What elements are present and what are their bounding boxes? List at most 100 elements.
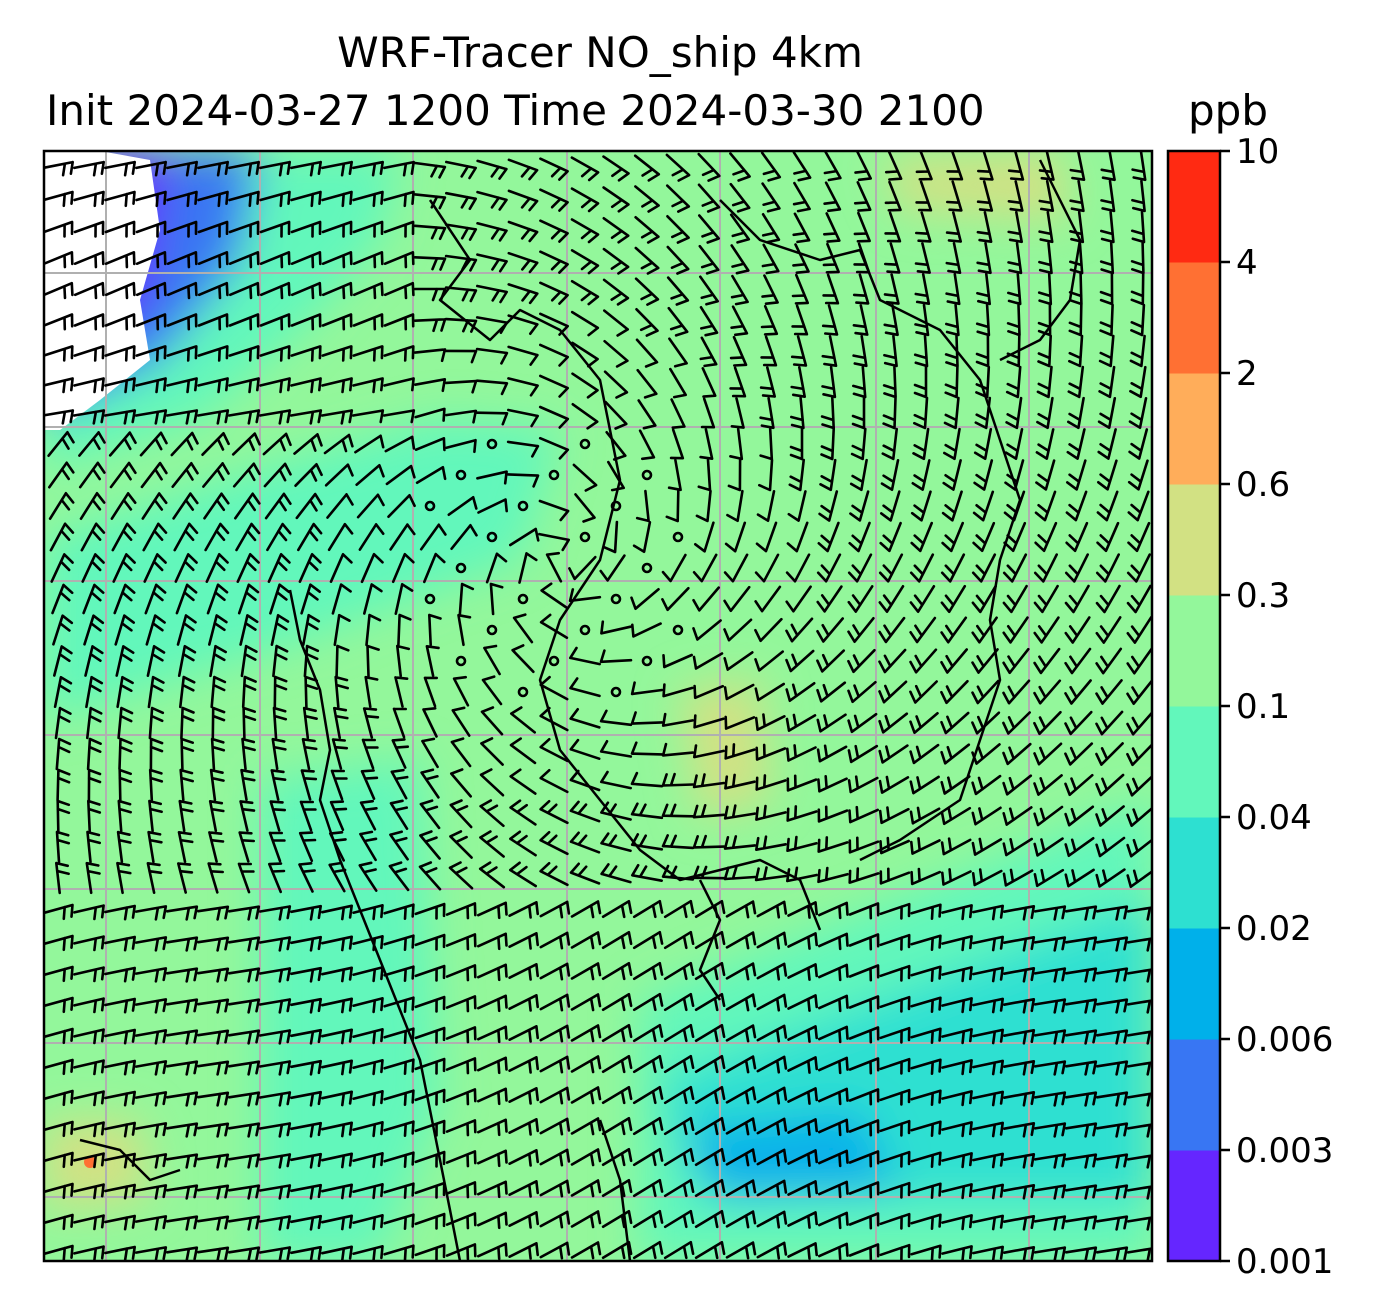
wind-barb <box>49 522 75 552</box>
wind-barb <box>352 377 384 394</box>
wind-barb <box>82 583 105 615</box>
wind-barb <box>879 521 902 553</box>
wind-barb <box>324 463 354 487</box>
wind-barb <box>481 675 503 706</box>
wind-barb <box>571 341 599 368</box>
wind-barb <box>383 1244 415 1261</box>
wind-barb <box>477 901 508 920</box>
wind-barb <box>134 1215 168 1231</box>
wind-barb <box>300 583 321 615</box>
wind-barb <box>383 1027 415 1044</box>
wind-barb <box>1064 710 1093 736</box>
wind-barb <box>786 774 818 792</box>
wind-barb <box>667 458 682 492</box>
wind-barb <box>290 377 322 394</box>
wind-barb <box>632 521 652 553</box>
wind-barb <box>1095 584 1121 614</box>
wind-barb <box>787 1180 818 1198</box>
wind-barb <box>816 744 848 763</box>
wind-barb <box>1095 905 1129 921</box>
wind-barb <box>489 582 504 616</box>
wind-barb <box>1131 179 1146 213</box>
wind-barb <box>698 214 720 244</box>
wind-barb <box>632 1085 664 1105</box>
wind-barb <box>87 768 102 802</box>
wind-barb <box>290 281 322 300</box>
wind-barb <box>165 905 199 921</box>
wind-barb <box>884 151 903 181</box>
wind-barb <box>694 900 726 919</box>
wind-barb <box>508 1056 539 1074</box>
wind-barb <box>787 1149 818 1167</box>
wind-barb <box>1064 905 1098 921</box>
wind-barb <box>104 1121 136 1138</box>
colorbar-tick-label: 0.003 <box>1236 1131 1333 1171</box>
wind-barb <box>290 997 322 1014</box>
wind-barb <box>878 680 908 704</box>
wind-barb <box>910 490 932 522</box>
wind-barb <box>177 831 194 863</box>
wind-barb <box>1126 1092 1152 1107</box>
wind-barb <box>941 904 973 921</box>
wind-barb <box>848 1026 880 1044</box>
wind-barb <box>444 223 478 241</box>
wind-barb <box>635 489 650 523</box>
wind-barb <box>268 862 286 894</box>
wind-barb <box>397 613 412 647</box>
wind-barb <box>848 1088 880 1106</box>
wind-barb <box>383 377 415 392</box>
wind-barb <box>197 345 229 362</box>
wind-barb <box>787 1025 818 1043</box>
wind-barb <box>73 190 105 208</box>
wind-barb <box>637 399 657 430</box>
wind-barb <box>135 160 167 177</box>
wind-barb <box>428 613 442 647</box>
wind-barb <box>699 275 719 306</box>
wind-barb <box>356 493 385 519</box>
wind-barb <box>539 993 571 1012</box>
wind-barb <box>816 681 847 703</box>
wind-barb <box>207 862 224 894</box>
wind-barb <box>290 345 322 362</box>
wind-barb <box>1099 241 1115 275</box>
wind-barb <box>480 706 504 736</box>
wind-barb <box>694 1210 726 1229</box>
wind-barb <box>1095 616 1122 644</box>
wind-barb <box>570 900 602 919</box>
wind-barb <box>166 281 198 300</box>
wind-barb <box>787 994 818 1012</box>
wind-barb <box>570 187 600 213</box>
wind-barb <box>852 273 870 305</box>
wind-barb <box>512 613 534 644</box>
wind-barb <box>112 553 136 583</box>
plot-title-line-2: Init 2024-03-27 1200 Time 2024-03-30 210… <box>46 86 985 135</box>
wind-barb <box>632 961 664 981</box>
wind-barb <box>117 706 134 740</box>
wind-barb <box>760 304 779 336</box>
wind-barb <box>539 1086 571 1105</box>
wind-barb <box>1007 210 1023 244</box>
wind-barb <box>692 834 726 849</box>
wind-barb <box>1002 1153 1036 1169</box>
wind-barb <box>1033 1029 1067 1045</box>
wind-barb <box>1100 151 1116 182</box>
wind-barb <box>54 706 72 740</box>
wind-barb <box>1097 397 1117 429</box>
wind-barb <box>321 313 353 331</box>
wind-barb <box>539 799 569 825</box>
colorbar-tick-label: 0.04 <box>1236 798 1312 838</box>
wind-barb <box>56 799 71 833</box>
wind-barb <box>1002 742 1032 766</box>
wind-barb <box>44 1151 74 1169</box>
wind-barb <box>300 769 318 801</box>
wind-barb <box>1003 490 1026 522</box>
wind-barb <box>485 552 508 584</box>
wind-barb <box>142 522 168 552</box>
wind-barb <box>445 1119 477 1137</box>
wind-barb <box>945 211 962 243</box>
wind-barb <box>723 683 755 701</box>
wind-barb <box>165 1246 199 1261</box>
wind-barb <box>73 1152 105 1169</box>
wind-barb <box>1038 180 1055 212</box>
wind-barb <box>1036 396 1054 430</box>
